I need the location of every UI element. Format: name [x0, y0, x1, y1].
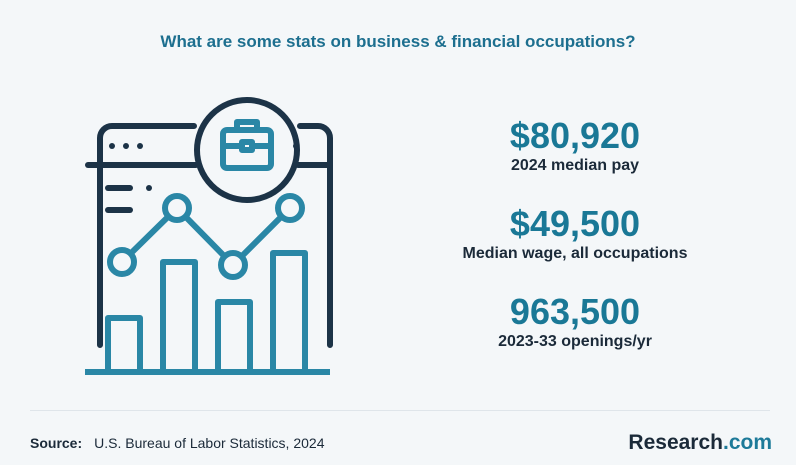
stat-label: 2024 median pay — [510, 157, 640, 174]
source: Source: U.S. Bureau of Labor Statistics, … — [30, 435, 324, 451]
stat-label: Median wage, all occupations — [462, 245, 688, 262]
brand-suffix: .com — [722, 431, 772, 454]
stat-value: $80,920 — [509, 115, 641, 156]
divider — [30, 410, 770, 411]
stat: 963,500 2023-33 openings/yr — [440, 292, 710, 352]
stat: $80,920 2024 median pay — [440, 116, 710, 176]
source-text: U.S. Bureau of Labor Statistics, 2024 — [94, 435, 325, 451]
source-label: Source: — [30, 435, 83, 451]
brand: Research.com — [628, 431, 772, 455]
stat-value: 963,500 — [509, 291, 641, 332]
brand-name: Research — [628, 431, 723, 454]
stat-value: $49,500 — [509, 203, 641, 244]
stat-label: 2023-33 openings/yr — [498, 333, 652, 350]
title: What are some stats on business & financ… — [160, 32, 636, 51]
stat: $49,500 Median wage, all occupations — [440, 204, 710, 264]
